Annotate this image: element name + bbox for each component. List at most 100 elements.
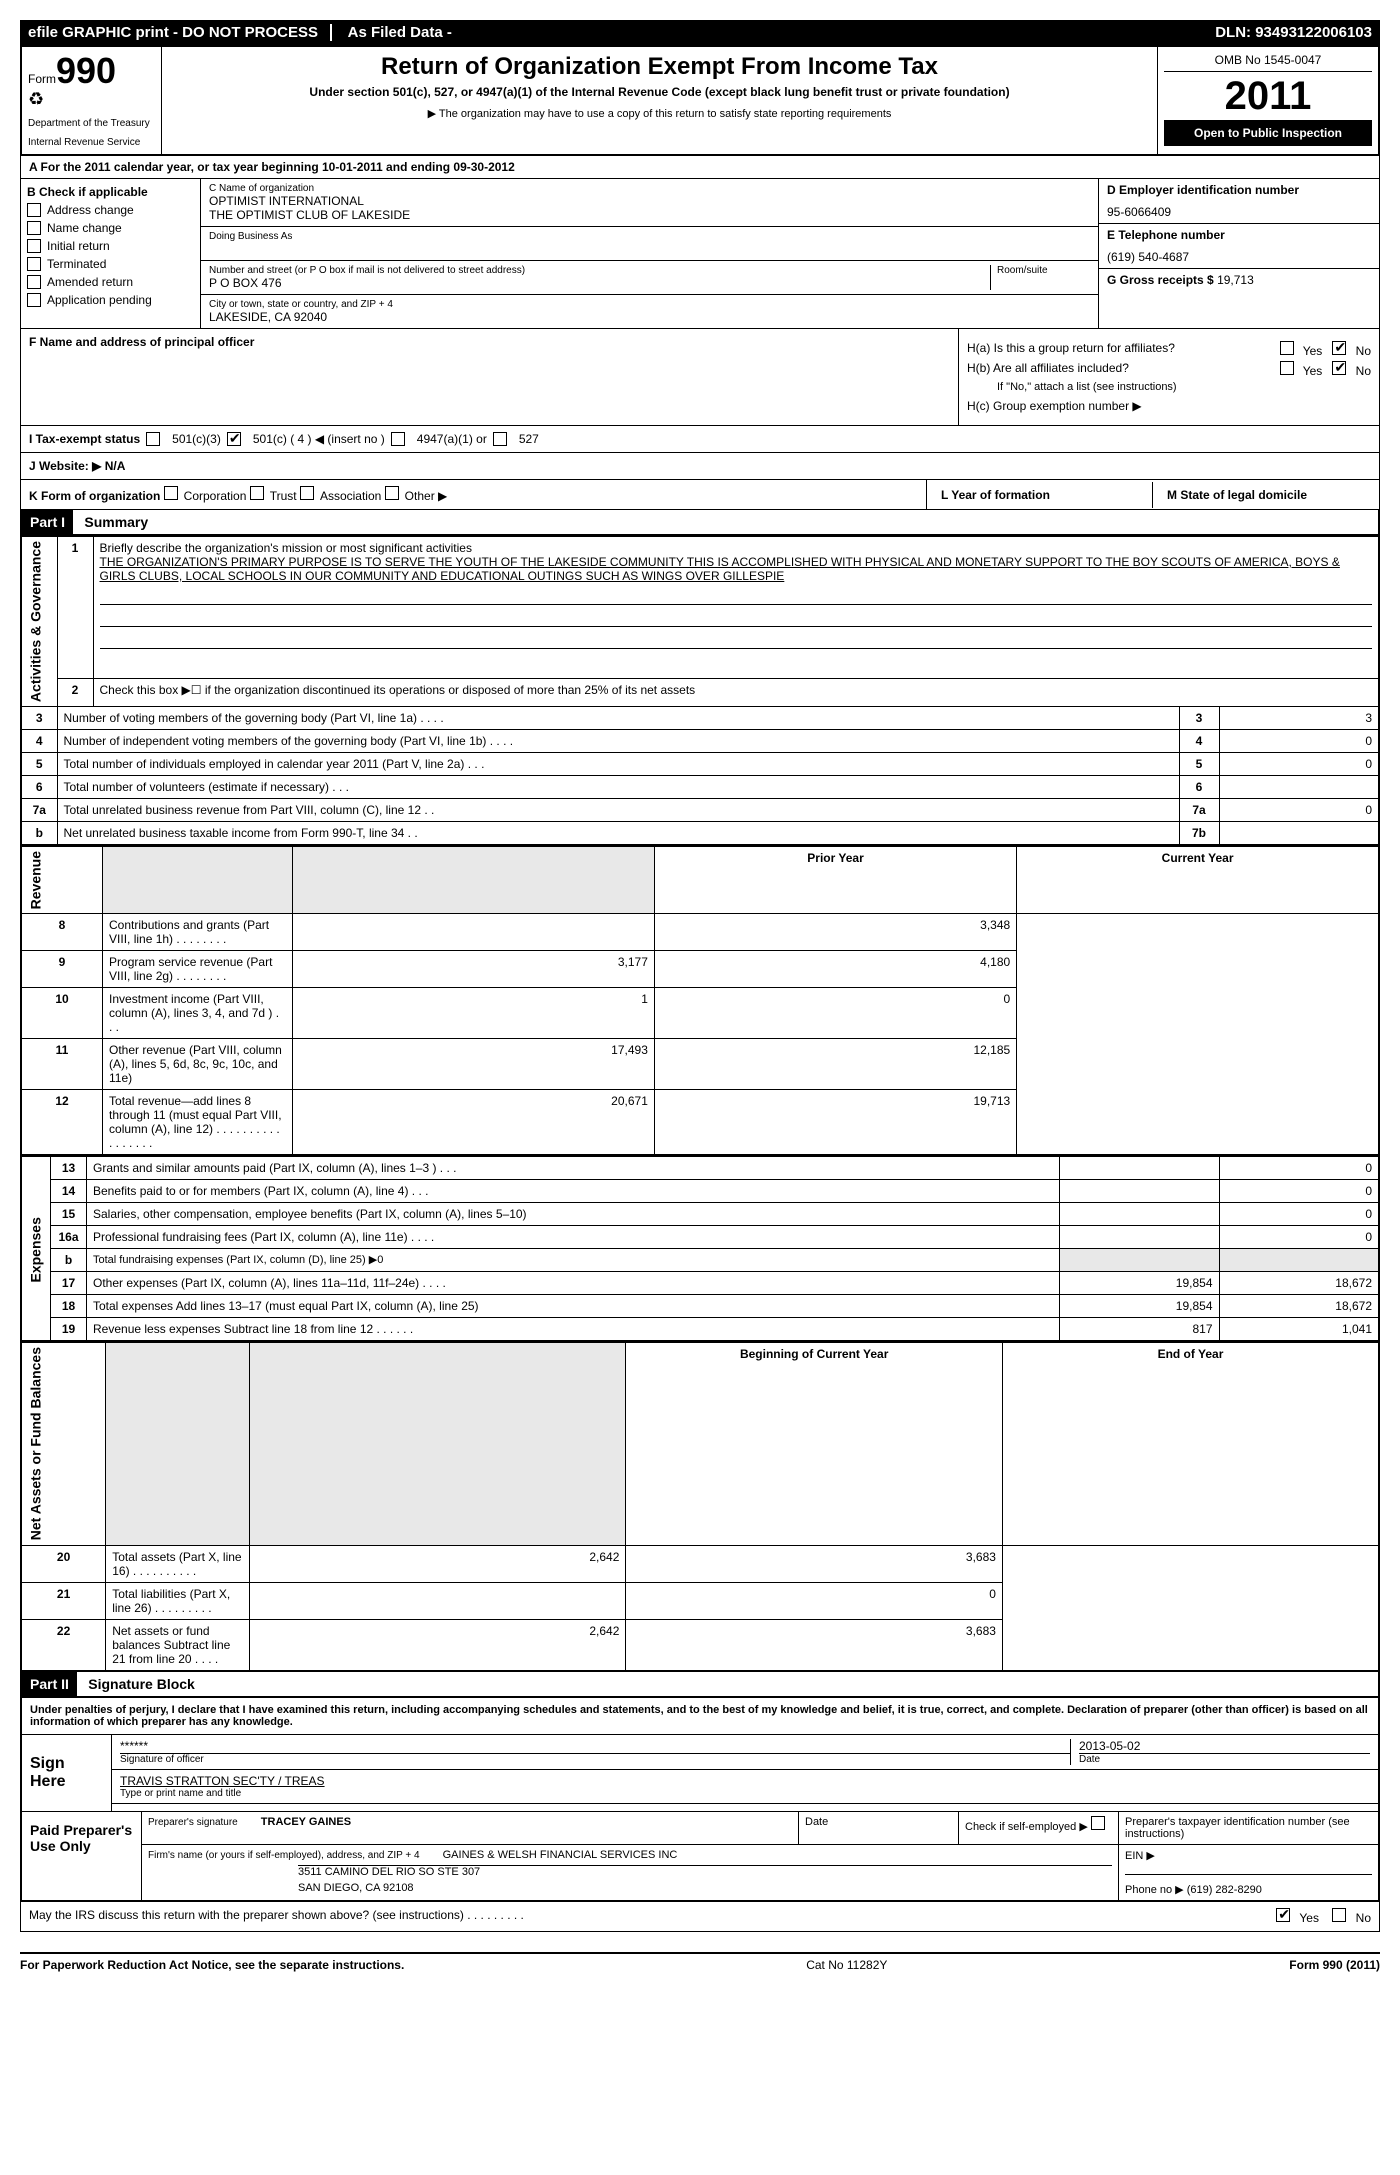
q-text: Salaries, other compensation, employee b… [87, 1203, 1060, 1226]
curr-value: 0 [654, 988, 1016, 1039]
checkbox-name-change[interactable] [27, 221, 41, 235]
check-label: Terminated [47, 257, 106, 271]
q-text: Investment income (Part VIII, column (A)… [103, 988, 293, 1039]
check-self: Check if self-employed ▶ [965, 1821, 1088, 1833]
part2-header: Part II [22, 1672, 77, 1696]
form-header: Form990 ♻ Department of the Treasury Int… [20, 45, 1380, 156]
no-label: No [1356, 1911, 1371, 1925]
declaration: Under penalties of perjury, I declare th… [22, 1698, 1378, 1735]
cb-501c3[interactable] [146, 432, 160, 446]
form-label: Form [28, 72, 56, 86]
discuss-no[interactable] [1332, 1908, 1346, 1922]
q-num: b [51, 1249, 87, 1272]
opt2: 501(c) ( 4 ) ◀ (insert no ) [253, 432, 385, 446]
q-text: Grants and similar amounts paid (Part IX… [87, 1157, 1060, 1180]
q-text: Number of independent voting members of … [57, 730, 1179, 753]
q-num: b [21, 822, 57, 846]
cb-4947[interactable] [391, 432, 405, 446]
prior-value: 3,177 [292, 951, 654, 988]
prior-value [1059, 1203, 1219, 1226]
ha-no[interactable] [1332, 341, 1346, 355]
cb-corp[interactable] [164, 486, 178, 500]
q-text: Number of voting members of the governin… [57, 707, 1179, 730]
revenue-table: Revenue Prior Year Current Year 8 Contri… [20, 846, 1380, 1156]
q-text: Total unrelated business revenue from Pa… [57, 799, 1179, 822]
prep-name: TRACEY GAINES [261, 1816, 351, 1828]
prior-value [1059, 1226, 1219, 1249]
j-text: J Website: ▶ N/A [29, 459, 125, 473]
cb-assoc[interactable] [300, 486, 314, 500]
as-filed-label: As Filed Data - [348, 24, 464, 41]
curr-value: 3,683 [626, 1619, 1003, 1671]
footer-mid: Cat No 11282Y [806, 1958, 887, 1972]
q-num: 10 [21, 988, 103, 1039]
omb-number: OMB No 1545-0047 [1164, 53, 1372, 72]
q-text: Other expenses (Part IX, column (A), lin… [87, 1272, 1060, 1295]
firm-addr1: 3511 CAMINO DEL RIO SO STE 307 [298, 1865, 1112, 1878]
box-num: 7b [1179, 822, 1219, 846]
curr-value: 18,672 [1219, 1272, 1379, 1295]
footer-left: For Paperwork Reduction Act Notice, see … [20, 1958, 404, 1972]
dept-irs: Internal Revenue Service [28, 137, 155, 148]
box-num: 5 [1179, 753, 1219, 776]
q-text: Other revenue (Part VIII, column (A), li… [103, 1039, 293, 1090]
hb-no[interactable] [1332, 361, 1346, 375]
side-rev: Revenue [21, 847, 103, 914]
section-f-label: F Name and address of principal officer [29, 335, 254, 349]
discuss-yes[interactable] [1276, 1908, 1290, 1922]
org-name-label: C Name of organization [209, 183, 1090, 194]
q-num: 17 [51, 1272, 87, 1295]
prep-sig-label: Preparer's signature [148, 1817, 238, 1828]
curr-value: 0 [626, 1582, 1003, 1619]
q-num: 6 [21, 776, 57, 799]
gross-label: G Gross receipts $ [1107, 273, 1214, 287]
box-num: 3 [1179, 707, 1219, 730]
l-label: L Year of formation [941, 488, 1050, 502]
q-text: Revenue less expenses Subtract line 18 f… [87, 1318, 1060, 1342]
sig-officer-label: Signature of officer [120, 1753, 1070, 1765]
cb-self-employed[interactable] [1091, 1816, 1105, 1830]
opt1: 501(c)(3) [172, 432, 221, 446]
form-subtitle: Under section 501(c), 527, or 4947(a)(1)… [168, 85, 1151, 99]
q-value: 0 [1219, 799, 1379, 822]
hc-label: H(c) Group exemption number ▶ [967, 399, 1371, 413]
ha-yes[interactable] [1280, 341, 1294, 355]
prior-value: 19,854 [1059, 1295, 1219, 1318]
prior-value: 2,642 [249, 1545, 626, 1582]
row-j-website: J Website: ▶ N/A [20, 453, 1380, 480]
checkbox-amended[interactable] [27, 275, 41, 289]
checkbox-pending[interactable] [27, 293, 41, 307]
signature-block: Under penalties of perjury, I declare th… [20, 1698, 1380, 1902]
q-num: 7a [21, 799, 57, 822]
cb-501c[interactable] [227, 432, 241, 446]
k-opt: Other ▶ [405, 489, 448, 503]
mission-text: THE ORGANIZATION'S PRIMARY PURPOSE IS TO… [100, 555, 1340, 583]
cb-other[interactable] [385, 486, 399, 500]
checkbox-initial-return[interactable] [27, 239, 41, 253]
q-value: 0 [1219, 730, 1379, 753]
name-label: Type or print name and title [120, 1788, 1370, 1799]
checkbox-terminated[interactable] [27, 257, 41, 271]
q-text: Net unrelated business taxable income fr… [57, 822, 1179, 846]
q-num: 19 [51, 1318, 87, 1342]
q-num: 9 [21, 951, 103, 988]
org-name2: THE OPTIMIST CLUB OF LAKESIDE [209, 208, 1090, 222]
hb-yes[interactable] [1280, 361, 1294, 375]
open-public: Open to Public Inspection [1164, 120, 1372, 146]
q-num: 15 [51, 1203, 87, 1226]
prep-date-label: Date [798, 1812, 958, 1844]
form-title: Return of Organization Exempt From Incom… [168, 53, 1151, 81]
q-num: 4 [21, 730, 57, 753]
cb-527[interactable] [493, 432, 507, 446]
k-opt: Association [320, 489, 381, 503]
k-label: K Form of organization [29, 489, 160, 503]
phone-value: (619) 282-8290 [1187, 1884, 1262, 1896]
cb-trust[interactable] [250, 486, 264, 500]
officer-name: TRAVIS STRATTON SEC'TY / TREAS [120, 1774, 1370, 1788]
checkbox-address-change[interactable] [27, 203, 41, 217]
summary-table: Activities & Governance 1 Briefly descri… [20, 536, 1380, 846]
check-label: Address change [47, 203, 134, 217]
check-label: Amended return [47, 275, 133, 289]
prior-value: 2,642 [249, 1619, 626, 1671]
curr-value: 3,348 [654, 914, 1016, 951]
